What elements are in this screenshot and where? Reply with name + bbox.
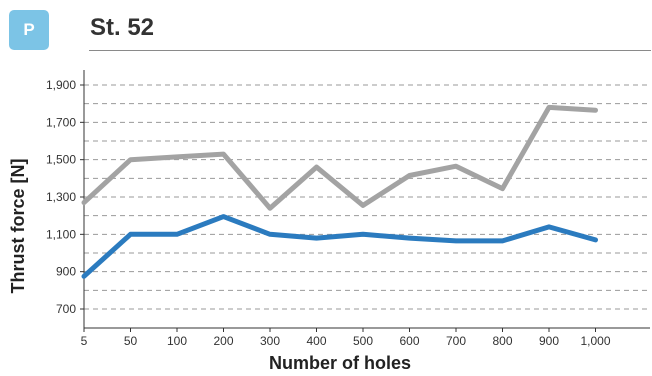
chart-title: St. 52 — [90, 14, 155, 41]
x-tick-label: 1,000 — [580, 334, 610, 348]
y-tick-labels: 700 900 1,100 1,300 1,500 1,700 1,900 — [46, 78, 76, 316]
x-tick-label: 800 — [492, 334, 512, 348]
x-tick-label: 300 — [260, 334, 280, 348]
y-tick-label: 1,100 — [46, 227, 76, 241]
x-tick-labels: 5 50 100 200 300 400 500 600 700 800 900 1,000 — [81, 334, 611, 348]
x-tick-label: 900 — [539, 334, 559, 348]
series-lines — [81, 104, 598, 279]
y-tick-label: 1,700 — [46, 115, 76, 129]
x-tick-label: 700 — [446, 334, 466, 348]
x-tick-label: 500 — [353, 334, 373, 348]
x-tick-label: 50 — [124, 334, 138, 348]
x-axis-title: Number of holes — [269, 353, 411, 373]
gridlines — [84, 84, 650, 310]
section-badge: P — [9, 10, 49, 50]
x-tick-label: 200 — [213, 334, 233, 348]
series-line-2 — [81, 214, 598, 279]
x-tick-label: 600 — [399, 334, 419, 348]
y-tick-label: 1,300 — [46, 190, 76, 204]
axes — [80, 70, 650, 332]
y-tick-label: 1,900 — [46, 78, 76, 92]
title-divider — [89, 50, 651, 51]
x-tick-label: 400 — [306, 334, 326, 348]
y-tick-label: 1,500 — [46, 153, 76, 167]
y-tick-label: 700 — [56, 302, 76, 316]
x-tick-label: 100 — [167, 334, 187, 348]
series-line-1 — [81, 104, 598, 211]
x-tick-label: 5 — [81, 334, 88, 348]
y-tick-label: 900 — [56, 265, 76, 279]
y-axis-title: Thrust force [N] — [8, 159, 28, 294]
